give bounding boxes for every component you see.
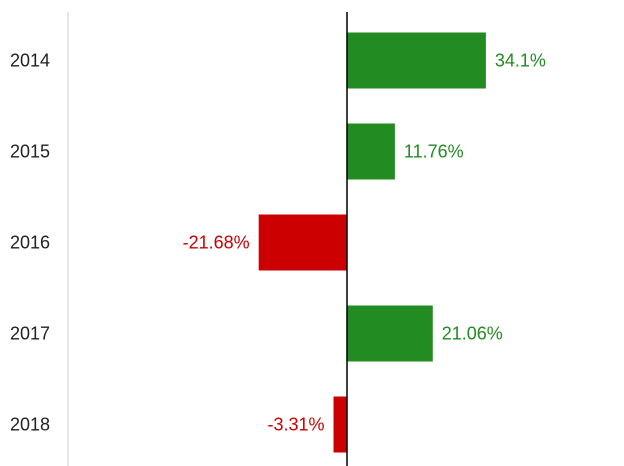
labels-group: 2014 34.1% 2015 11.76% 2016 -21.68% 2017 21.06%… (10, 51, 546, 435)
value-label-2015: 11.76% (404, 142, 464, 162)
bar-2015 (347, 123, 395, 180)
value-label-2018: -3.31% (267, 415, 324, 435)
bar-2017 (347, 305, 433, 362)
bar-2014 (347, 32, 486, 89)
category-label-2016: 2016 (10, 233, 50, 253)
value-label-2014: 34.1% (495, 51, 546, 71)
category-label-2018: 2018 (10, 415, 50, 435)
category-label-2014: 2014 (10, 51, 50, 71)
category-label-2017: 2017 (10, 324, 50, 344)
value-label-2016: -21.68% (183, 233, 250, 253)
category-label-2015: 2015 (10, 142, 50, 162)
bar-2016 (258, 214, 347, 271)
value-label-2017: 21.06% (442, 324, 503, 344)
bars-group (258, 32, 486, 453)
bar-2018 (333, 396, 347, 453)
